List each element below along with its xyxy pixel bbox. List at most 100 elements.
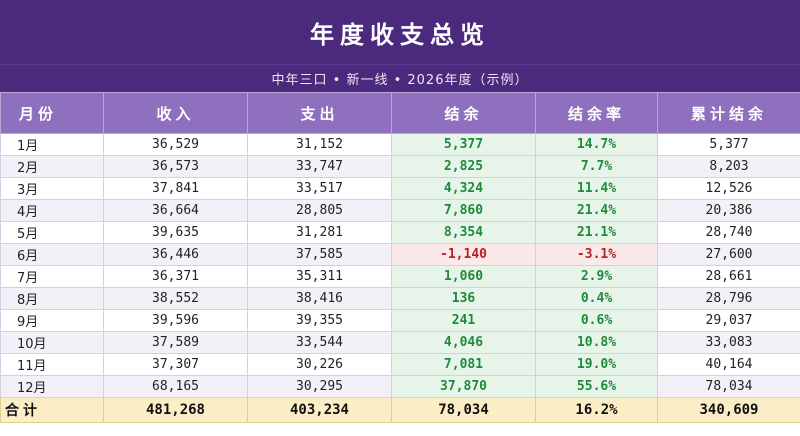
cell-cumulative[interactable]: 28,796 — [657, 287, 800, 310]
cell-rate[interactable]: 14.7% — [535, 133, 658, 156]
table-row: 2月 36,573 33,747 2,825 7.7% 8,203 — [0, 155, 800, 178]
total-expense[interactable]: 403,234 — [247, 397, 392, 423]
total-balance[interactable]: 78,034 — [391, 397, 536, 423]
cell-expense[interactable]: 33,544 — [247, 331, 392, 354]
cell-rate[interactable]: 19.0% — [535, 353, 658, 376]
cell-cumulative[interactable]: 20,386 — [657, 199, 800, 222]
cell-month[interactable]: 9月 — [0, 309, 104, 332]
table-row: 10月 37,589 33,544 4,046 10.8% 33,083 — [0, 331, 800, 354]
cell-expense[interactable]: 37,585 — [247, 243, 392, 266]
cell-rate[interactable]: 2.9% — [535, 265, 658, 288]
cell-income[interactable]: 36,446 — [103, 243, 248, 266]
cell-income[interactable]: 39,635 — [103, 221, 248, 244]
cell-balance[interactable]: 5,377 — [391, 133, 536, 156]
page-title: 年度收支总览 — [310, 20, 490, 49]
cell-balance[interactable]: 4,324 — [391, 177, 536, 200]
table-row: 7月 36,371 35,311 1,060 2.9% 28,661 — [0, 265, 800, 288]
cell-cumulative[interactable]: 5,377 — [657, 133, 800, 156]
cell-expense[interactable]: 33,517 — [247, 177, 392, 200]
header-month[interactable]: 月份 — [0, 92, 104, 134]
table-row: 6月 36,446 37,585 -1,140 -3.1% 27,600 — [0, 243, 800, 266]
cell-income[interactable]: 36,664 — [103, 199, 248, 222]
cell-cumulative[interactable]: 8,203 — [657, 155, 800, 178]
header-expense[interactable]: 支出 — [247, 92, 392, 134]
cell-balance[interactable]: 4,046 — [391, 331, 536, 354]
cell-expense[interactable]: 39,355 — [247, 309, 392, 332]
header-cumulative[interactable]: 累计结余 — [657, 92, 800, 134]
cell-month[interactable]: 12月 — [0, 375, 104, 398]
header-row: 月份 收入 支出 结余 结余率 累计结余 — [0, 92, 800, 134]
cell-balance[interactable]: 1,060 — [391, 265, 536, 288]
cell-cumulative[interactable]: 28,661 — [657, 265, 800, 288]
cell-expense[interactable]: 28,805 — [247, 199, 392, 222]
cell-month[interactable]: 7月 — [0, 265, 104, 288]
header-rate[interactable]: 结余率 — [535, 92, 658, 134]
table-row: 1月 36,529 31,152 5,377 14.7% 5,377 — [0, 133, 800, 156]
cell-rate[interactable]: 11.4% — [535, 177, 658, 200]
table-row: 8月 38,552 38,416 136 0.4% 28,796 — [0, 287, 800, 310]
cell-balance[interactable]: 37,870 — [391, 375, 536, 398]
cell-income[interactable]: 36,371 — [103, 265, 248, 288]
cell-income[interactable]: 37,589 — [103, 331, 248, 354]
cell-rate[interactable]: 21.4% — [535, 199, 658, 222]
table-row: 4月 36,664 28,805 7,860 21.4% 20,386 — [0, 199, 800, 222]
cell-cumulative[interactable]: 33,083 — [657, 331, 800, 354]
cell-month[interactable]: 2月 — [0, 155, 104, 178]
cell-cumulative[interactable]: 40,164 — [657, 353, 800, 376]
cell-expense[interactable]: 30,295 — [247, 375, 392, 398]
cell-expense[interactable]: 31,281 — [247, 221, 392, 244]
total-income[interactable]: 481,268 — [103, 397, 248, 423]
table-row: 12月 68,165 30,295 37,870 55.6% 78,034 — [0, 375, 800, 398]
cell-balance[interactable]: 136 — [391, 287, 536, 310]
cell-rate[interactable]: 7.7% — [535, 155, 658, 178]
cell-expense[interactable]: 31,152 — [247, 133, 392, 156]
cell-expense[interactable]: 30,226 — [247, 353, 392, 376]
cell-month[interactable]: 10月 — [0, 331, 104, 354]
cell-income[interactable]: 68,165 — [103, 375, 248, 398]
cell-income[interactable]: 39,596 — [103, 309, 248, 332]
cell-expense[interactable]: 35,311 — [247, 265, 392, 288]
cell-expense[interactable]: 33,747 — [247, 155, 392, 178]
cell-balance[interactable]: 7,081 — [391, 353, 536, 376]
header-income[interactable]: 收入 — [103, 92, 248, 134]
cell-rate[interactable]: 21.1% — [535, 221, 658, 244]
cell-balance[interactable]: 7,860 — [391, 199, 536, 222]
cell-income[interactable]: 38,552 — [103, 287, 248, 310]
cell-rate[interactable]: 55.6% — [535, 375, 658, 398]
cell-cumulative[interactable]: 29,037 — [657, 309, 800, 332]
cell-rate[interactable]: 0.4% — [535, 287, 658, 310]
cell-income[interactable]: 37,307 — [103, 353, 248, 376]
total-rate[interactable]: 16.2% — [535, 397, 658, 423]
cell-month[interactable]: 1月 — [0, 133, 104, 156]
cell-rate[interactable]: 10.8% — [535, 331, 658, 354]
cell-expense[interactable]: 38,416 — [247, 287, 392, 310]
cell-month[interactable]: 8月 — [0, 287, 104, 310]
subtitle-band: 中年三口 • 新一线 • 2026年度（示例） — [0, 64, 800, 92]
cell-income[interactable]: 36,573 — [103, 155, 248, 178]
cell-rate[interactable]: -3.1% — [535, 243, 658, 266]
table-row: 5月 39,635 31,281 8,354 21.1% 28,740 — [0, 221, 800, 244]
cell-balance[interactable]: -1,140 — [391, 243, 536, 266]
summary-table: 月份 收入 支出 结余 结余率 累计结余 1月 36,529 31,152 5,377… — [0, 92, 800, 423]
cell-cumulative[interactable]: 12,526 — [657, 177, 800, 200]
total-label[interactable]: 合计 — [0, 397, 104, 423]
cell-month[interactable]: 11月 — [0, 353, 104, 376]
cell-month[interactable]: 6月 — [0, 243, 104, 266]
cell-month[interactable]: 5月 — [0, 221, 104, 244]
cell-cumulative[interactable]: 78,034 — [657, 375, 800, 398]
cell-cumulative[interactable]: 27,600 — [657, 243, 800, 266]
cell-month[interactable]: 4月 — [0, 199, 104, 222]
cell-balance[interactable]: 2,825 — [391, 155, 536, 178]
cell-income[interactable]: 36,529 — [103, 133, 248, 156]
total-cumulative[interactable]: 340,609 — [657, 397, 800, 423]
table-row: 9月 39,596 39,355 241 0.6% 29,037 — [0, 309, 800, 332]
cell-cumulative[interactable]: 28,740 — [657, 221, 800, 244]
cell-rate[interactable]: 0.6% — [535, 309, 658, 332]
header-balance[interactable]: 结余 — [391, 92, 536, 134]
page-subtitle: 中年三口 • 新一线 • 2026年度（示例） — [271, 73, 529, 88]
cell-balance[interactable]: 8,354 — [391, 221, 536, 244]
cell-income[interactable]: 37,841 — [103, 177, 248, 200]
cell-balance[interactable]: 241 — [391, 309, 536, 332]
cell-month[interactable]: 3月 — [0, 177, 104, 200]
